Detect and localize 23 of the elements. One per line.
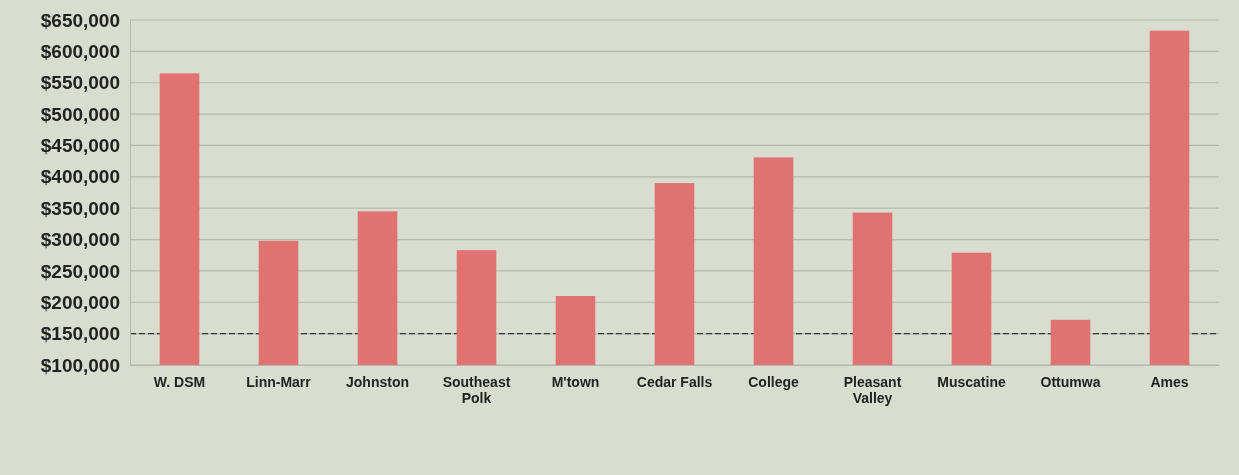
y-tick-label: $600,000 — [40, 40, 120, 62]
x-tick-label: Pleasant Valley — [843, 373, 902, 407]
x-tick-label: Cedar Falls — [636, 373, 713, 390]
x-tick-label: Ames — [1150, 373, 1189, 390]
x-tick-label: Southeast Polk — [442, 373, 511, 407]
y-tick-label: $250,000 — [40, 260, 120, 282]
x-tick-label: M'town — [551, 373, 600, 390]
y-tick-label: $300,000 — [40, 229, 120, 251]
y-tick-label: $550,000 — [40, 72, 120, 94]
y-tick-label: $500,000 — [40, 103, 120, 125]
y-tick-label: $400,000 — [40, 166, 120, 188]
x-tick-label: College — [748, 373, 799, 390]
x-tick-label: Muscatine — [937, 373, 1006, 390]
y-tick-label: $150,000 — [40, 323, 120, 345]
y-tick-label: $650,000 — [40, 9, 120, 31]
x-tick-label: Linn-Marr — [246, 373, 312, 390]
x-tick-label: Johnston — [346, 373, 409, 390]
x-tick-label: W. DSM — [153, 373, 206, 390]
y-tick-label: $450,000 — [40, 135, 120, 157]
y-tick-label: $350,000 — [40, 197, 120, 219]
x-tick-label: Ottumwa — [1040, 373, 1101, 390]
y-tick-label: $200,000 — [40, 291, 120, 313]
y-tick-label: $100,000 — [40, 354, 120, 376]
